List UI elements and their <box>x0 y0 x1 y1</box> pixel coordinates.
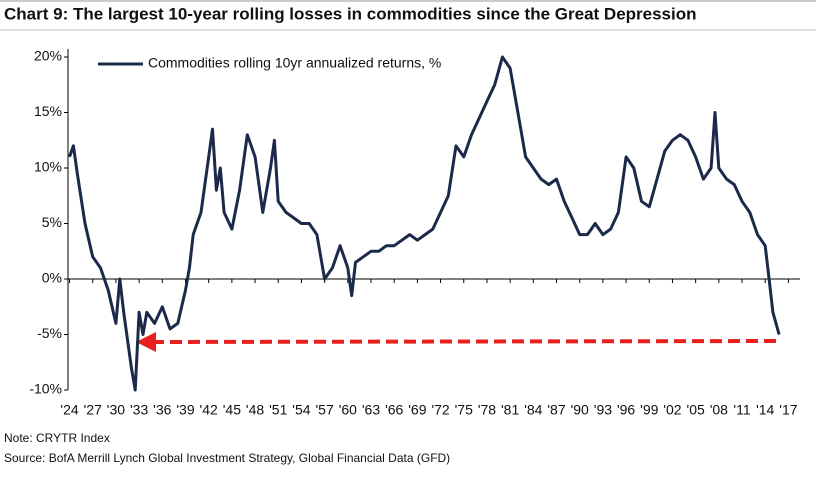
x-tick-label: '99 <box>640 402 658 418</box>
y-tick-label: 5% <box>42 214 62 230</box>
x-tick-label: '69 <box>408 402 426 418</box>
x-tick-label: '87 <box>547 402 565 418</box>
x-tick-label: '08 <box>710 402 728 418</box>
x-tick-label: '78 <box>478 402 496 418</box>
x-tick-label: '33 <box>130 402 148 418</box>
y-tick-label: -5% <box>37 325 62 341</box>
x-tick-label: '84 <box>524 402 542 418</box>
legend-label: Commodities rolling 10yr annualized retu… <box>148 55 441 71</box>
arrow-head <box>136 332 156 352</box>
series-line <box>68 55 781 392</box>
x-tick-label: '63 <box>362 402 380 418</box>
source: Source: BofA Merrill Lynch Global Invest… <box>4 451 450 465</box>
y-tick-label: 20% <box>34 48 62 64</box>
x-tick-label: '24 <box>60 402 78 418</box>
x-tick-label: '60 <box>339 402 357 418</box>
chart-title: Chart 9: The largest 10-year rolling los… <box>4 4 697 23</box>
y-tick-label: 0% <box>42 270 62 286</box>
x-tick-label: '02 <box>663 402 681 418</box>
x-tick-label: '54 <box>292 402 310 418</box>
annotation-arrow <box>151 339 777 344</box>
x-tick-label: '42 <box>200 402 218 418</box>
x-tick-label: '72 <box>431 402 449 418</box>
x-tick-label: '81 <box>501 402 519 418</box>
y-tick-label: -10% <box>29 381 62 397</box>
x-tick-label: '48 <box>246 402 264 418</box>
x-tick-label: '93 <box>594 402 612 418</box>
x-tick-label: '96 <box>617 402 635 418</box>
x-tick-label: '14 <box>756 402 774 418</box>
y-tick-label: 15% <box>34 103 62 119</box>
x-tick-label: '30 <box>107 402 125 418</box>
x-tick-label: '27 <box>84 402 102 418</box>
x-tick-label: '51 <box>269 402 287 418</box>
x-tick-label: '45 <box>223 402 241 418</box>
x-tick-label: '66 <box>385 402 403 418</box>
x-tick-label: '05 <box>687 402 705 418</box>
x-tick-label: '17 <box>779 402 797 418</box>
x-tick-label: '57 <box>316 402 334 418</box>
x-tick-label: '11 <box>733 402 750 418</box>
note: Note: CRYTR Index <box>4 431 110 445</box>
y-tick-label: 10% <box>34 159 62 175</box>
x-tick-label: '39 <box>176 402 194 418</box>
x-tick-label: '75 <box>455 402 473 418</box>
x-tick-label: '90 <box>571 402 589 418</box>
x-tick-label: '36 <box>153 402 171 418</box>
